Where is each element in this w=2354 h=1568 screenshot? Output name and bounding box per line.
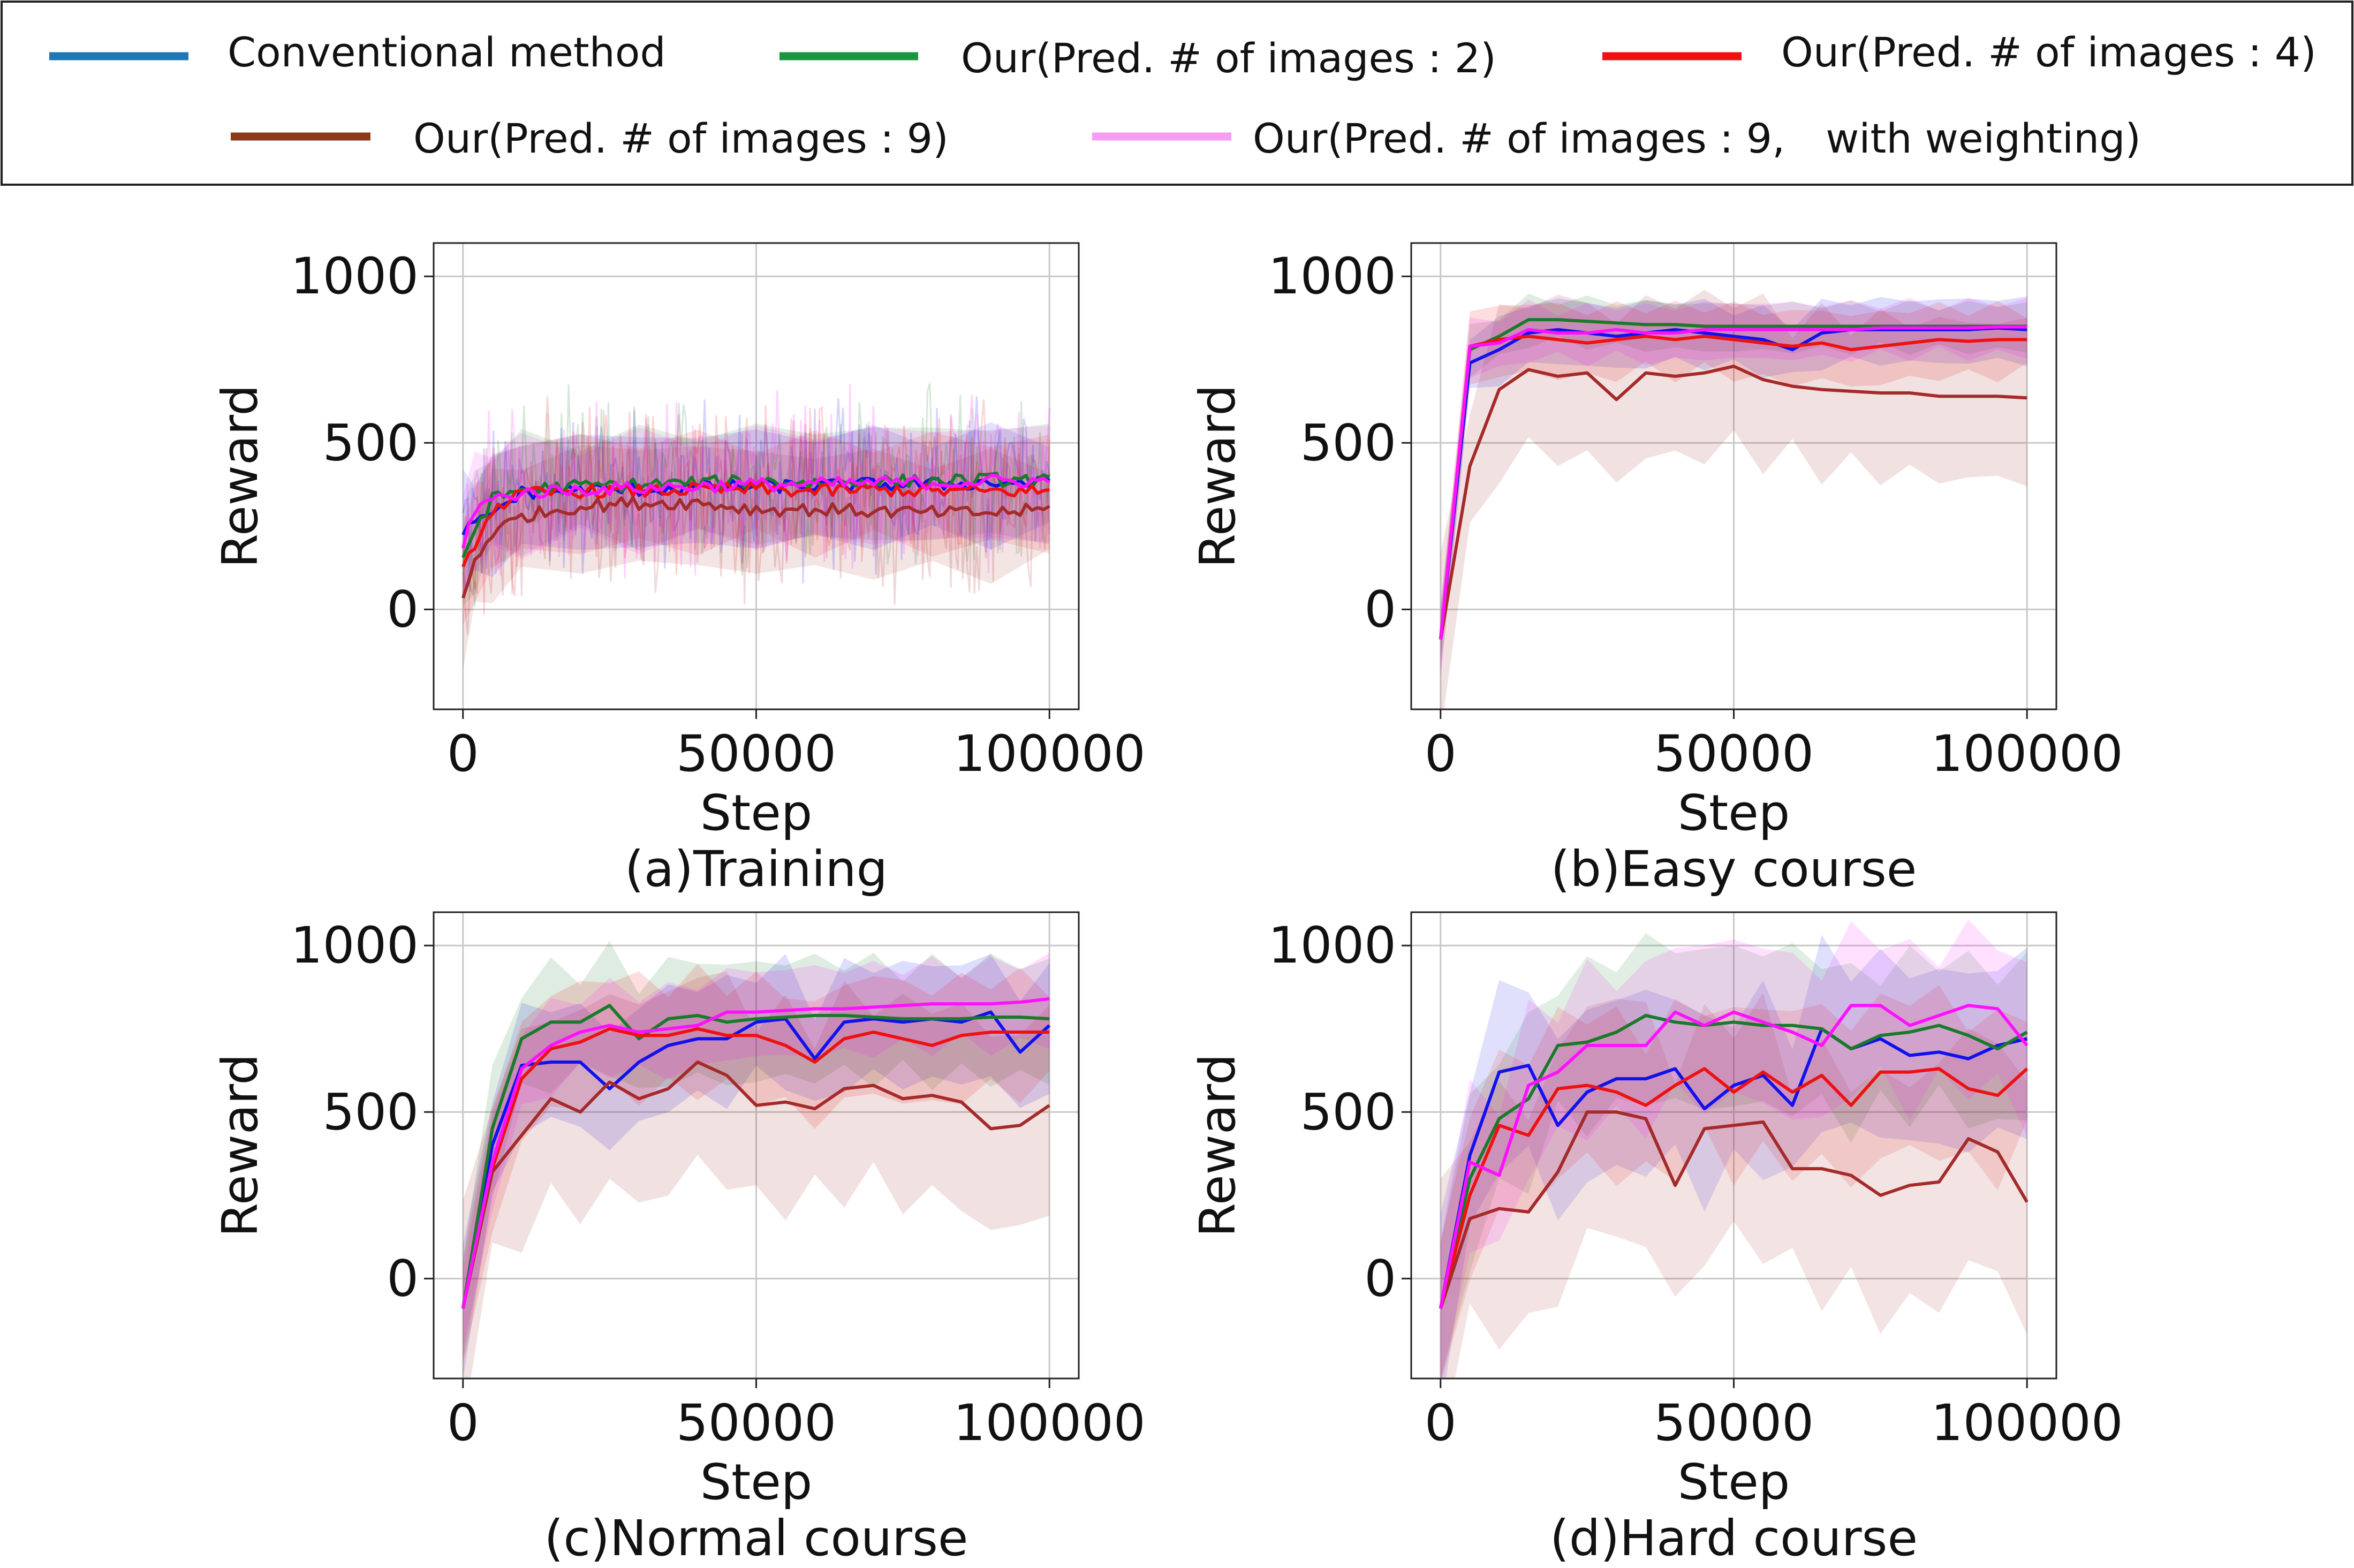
series-line — [1439, 325, 2027, 640]
subplot-c-normal-course: 0 50000 100000 0 500 1000 Step Reward (c)Normal … — [211, 911, 1146, 1567]
series-band — [463, 971, 1050, 1378]
y-tick-label: 500 — [1300, 1083, 1396, 1141]
series-line — [1439, 318, 2027, 640]
legend-label-conventional: Conventional method — [228, 28, 666, 76]
subplot-caption: (a)Training — [625, 840, 888, 898]
legend-label-pred9-weighting: Our(Pred. # of images : 9, with weightin… — [1253, 115, 2141, 162]
series-line — [1439, 1067, 2028, 1309]
series-band — [1440, 985, 2027, 1378]
subplot-b-easy-course: 0 50000 100000 0 500 1000 Step Reward (b)Easy co… — [1189, 242, 2123, 898]
series-line — [1439, 1004, 2028, 1309]
x-tick-label: 0 — [1425, 725, 1457, 783]
series-line — [1439, 335, 2027, 640]
series-band — [463, 964, 1050, 1365]
x-tick-label: 0 — [447, 725, 479, 783]
series-line — [461, 496, 1050, 599]
y-axis-label: Reward — [211, 384, 269, 568]
series-band — [463, 425, 1050, 596]
x-tick-label: 0 — [1425, 1394, 1457, 1452]
y-tick-label: 1000 — [291, 916, 419, 975]
y-tick-label: 0 — [1364, 1249, 1396, 1308]
x-tick-label: 100000 — [953, 1394, 1146, 1452]
legend-frame — [1, 1, 2353, 186]
series-raw-trace — [462, 384, 1050, 593]
subplot-a-training: 0 50000 100000 0 500 1000 Step Reward (a)Trainin… — [211, 242, 1146, 898]
series-band — [463, 953, 1050, 1350]
x-axis-label: Step — [1678, 784, 1790, 842]
y-tick-label: 1000 — [291, 247, 419, 306]
series-band — [463, 953, 1050, 1378]
series-line — [1439, 1027, 2027, 1309]
y-tick-label: 500 — [1300, 414, 1396, 472]
x-axis-label: Step — [700, 1453, 812, 1511]
x-axis-label: Step — [700, 784, 812, 842]
y-tick-label: 0 — [1364, 580, 1396, 639]
series-layer — [461, 941, 1051, 1378]
y-tick-label: 500 — [323, 1083, 419, 1141]
series-line — [461, 1027, 1050, 1309]
y-tick-label: 1000 — [1268, 916, 1396, 975]
x-tick-label: 50000 — [1654, 725, 1814, 783]
subplot-caption: (c)Normal course — [544, 1510, 968, 1567]
series-raw-trace — [462, 396, 1050, 615]
series-line — [461, 1004, 1050, 1309]
legend-label-pred2: Our(Pred. # of images : 2) — [961, 34, 1496, 82]
legend: Conventional method Our(Pred. # of image… — [1, 1, 2353, 186]
x-tick-label: 50000 — [1654, 1394, 1814, 1452]
series-raw-trace — [462, 396, 1050, 592]
y-tick-label: 1000 — [1268, 247, 1396, 306]
subplot-caption: (b)Easy course — [1551, 840, 1917, 898]
subplot-d-hard-course: 0 50000 100000 0 500 1000 Step Reward (d)Hard co… — [1189, 911, 2123, 1567]
y-axis-label: Reward — [211, 1054, 269, 1237]
x-tick-label: 100000 — [1931, 725, 2123, 783]
y-tick-label: 500 — [323, 414, 419, 472]
series-band — [463, 941, 1050, 1361]
series-layer — [1439, 290, 2027, 709]
x-tick-label: 50000 — [676, 1394, 836, 1452]
x-tick-label: 100000 — [953, 725, 1146, 783]
series-layer — [461, 383, 1050, 671]
series-line — [1439, 365, 2027, 640]
series-band — [463, 423, 1050, 605]
y-tick-label: 0 — [387, 1249, 419, 1308]
series-band — [1440, 993, 2027, 1378]
series-line — [461, 1010, 1051, 1309]
series-line — [1439, 1110, 2028, 1309]
y-tick-label: 0 — [387, 580, 419, 639]
series-band — [1440, 290, 2027, 709]
x-tick-label: 100000 — [1931, 1394, 2123, 1452]
series-line — [461, 1061, 1050, 1309]
subplot-grid: 0 50000 10000005001000StepReward(a)Trainin… — [211, 242, 2123, 1567]
y-axis-label: Reward — [1189, 1054, 1246, 1237]
subplot-caption: (d)Hard course — [1550, 1510, 1918, 1567]
x-tick-label: 50000 — [676, 725, 836, 783]
series-line — [461, 997, 1050, 1309]
x-tick-label: 0 — [447, 1394, 479, 1452]
series-layer — [1439, 919, 2028, 1378]
series-raw-trace — [462, 383, 1050, 607]
legend-label-pred9: Our(Pred. # of images : 9) — [413, 115, 949, 162]
x-axis-label: Step — [1678, 1453, 1790, 1511]
y-axis-label: Reward — [1189, 384, 1246, 568]
series-band — [463, 445, 1050, 671]
series-line — [461, 474, 1050, 549]
series-band — [463, 429, 1050, 625]
legend-label-pred4: Our(Pred. # of images : 4) — [1781, 28, 2317, 76]
